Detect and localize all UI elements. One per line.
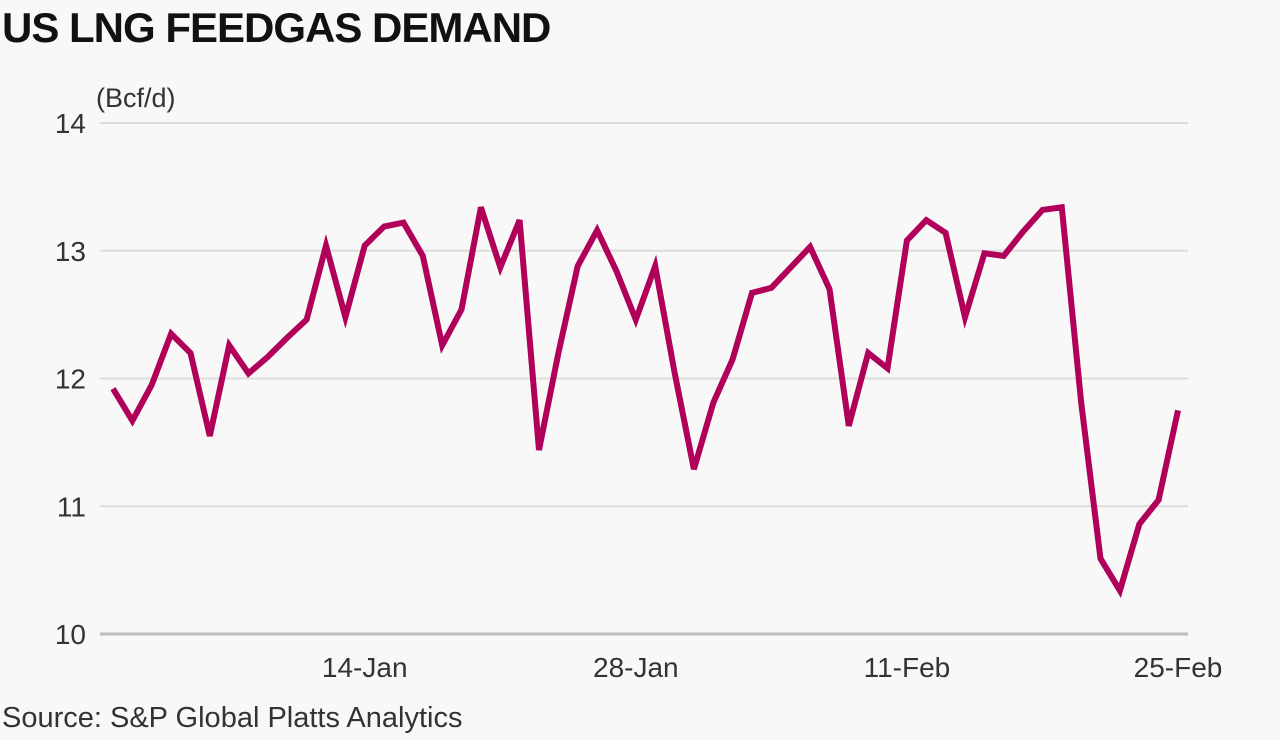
y-tick-label: 13: [55, 236, 86, 267]
y-axis-ticks: 10 11 12 13 14: [55, 108, 86, 650]
x-tick-label: 25-Feb: [1134, 652, 1223, 683]
x-axis-ticks: 14-Jan 28-Jan 11-Feb 25-Feb: [322, 652, 1222, 683]
series-line: [110, 203, 1181, 598]
x-tick-label: 11-Feb: [864, 652, 951, 683]
grid-lines: [100, 122, 1188, 636]
x-tick-label: 28-Jan: [593, 652, 679, 683]
y-tick-label: 10: [55, 619, 86, 650]
chart-title: US LNG FEEDGAS DEMAND: [2, 4, 551, 51]
x-tick-label: 14-Jan: [322, 652, 408, 683]
y-axis-unit-label: (Bcf/d): [96, 83, 176, 113]
source-note: Source: S&P Global Platts Analytics: [2, 702, 463, 734]
y-tick-label: 12: [55, 364, 86, 395]
y-tick-label: 11: [57, 491, 86, 522]
series-group: [110, 203, 1181, 598]
y-tick-label: 14: [55, 108, 86, 139]
